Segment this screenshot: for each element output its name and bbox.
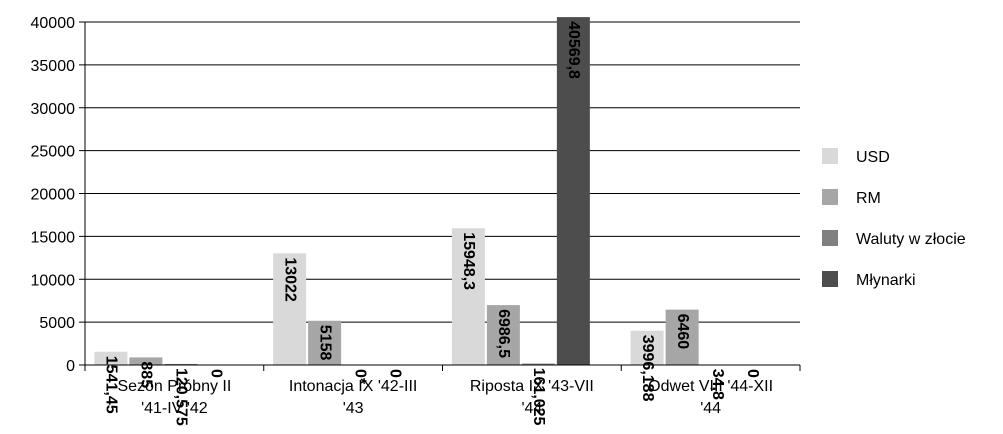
data-label: 1541,45: [103, 356, 120, 414]
y-tick-label: 40000: [31, 15, 76, 32]
y-tick-label: 5000: [39, 315, 75, 332]
y-tick-label: 30000: [31, 101, 76, 118]
data-label: 3996,188: [639, 335, 656, 402]
bar: [273, 253, 307, 365]
bar: [308, 320, 342, 365]
data-label: 15948,3: [460, 232, 477, 290]
legend-swatch: [822, 189, 838, 205]
data-label: 120,575: [173, 368, 190, 426]
x-tick-label: Sezon Próbny II: [117, 378, 231, 395]
x-tick-label: Odwet VIII '44-XII: [648, 378, 773, 395]
legend-label: RM: [856, 190, 881, 207]
legend-label: Waluty w złocie: [856, 231, 966, 248]
data-label: 6460: [674, 314, 691, 350]
legend-swatch: [822, 230, 838, 246]
x-tick-label: Intonacja IX '42-III: [289, 378, 417, 395]
y-tick-label: 25000: [31, 144, 76, 161]
bar: [521, 363, 555, 365]
legend-swatch: [822, 148, 838, 164]
data-label: 34,8: [709, 369, 726, 400]
bar: [164, 363, 198, 365]
y-tick-label: 10000: [31, 272, 76, 289]
bar: [665, 309, 699, 365]
data-label: 0: [386, 369, 403, 378]
data-label: 0: [208, 369, 225, 378]
bar: [630, 330, 664, 365]
bar: [556, 17, 590, 366]
data-label: 0*: [351, 369, 368, 385]
legend-swatch: [822, 271, 838, 287]
legend-label: USD: [856, 149, 890, 166]
bar: [486, 305, 520, 365]
data-label: 885: [138, 361, 155, 388]
y-tick-label: 15000: [31, 229, 76, 246]
bars: [94, 17, 699, 366]
y-tick-label: 0: [66, 358, 75, 375]
x-tick-label: '41-IV '42: [141, 400, 208, 417]
data-labels: 1541,45 885 120,575 0 13022 5158 0* 0 15948,3 698…: [103, 21, 761, 426]
gridlines: [85, 21, 800, 366]
y-tick-label: 20000: [31, 187, 76, 204]
data-label: 161,025: [530, 368, 547, 426]
data-label: 6986,5: [495, 309, 512, 358]
bar: [129, 357, 163, 365]
x-tick-label: Riposta IX '43-VII: [470, 378, 594, 395]
data-label: 5158: [316, 325, 333, 361]
x-tick-label: '44: [700, 400, 721, 417]
legend: USD RM Waluty w złocie Młynarki: [822, 148, 966, 289]
legend-label: Młynarki: [856, 272, 916, 289]
bar: [451, 228, 485, 365]
axes: 0 5000 10000 15000 20000 25000 30000 35000 40000…: [31, 15, 801, 417]
data-label: 13022: [281, 257, 298, 302]
y-tick-label: 35000: [31, 58, 76, 75]
data-label: 0: [744, 369, 761, 378]
x-tick-label: '43: [343, 400, 364, 417]
x-tick-label: '44: [521, 400, 542, 417]
data-label: 40569,8: [565, 21, 582, 79]
bar: [94, 351, 128, 365]
